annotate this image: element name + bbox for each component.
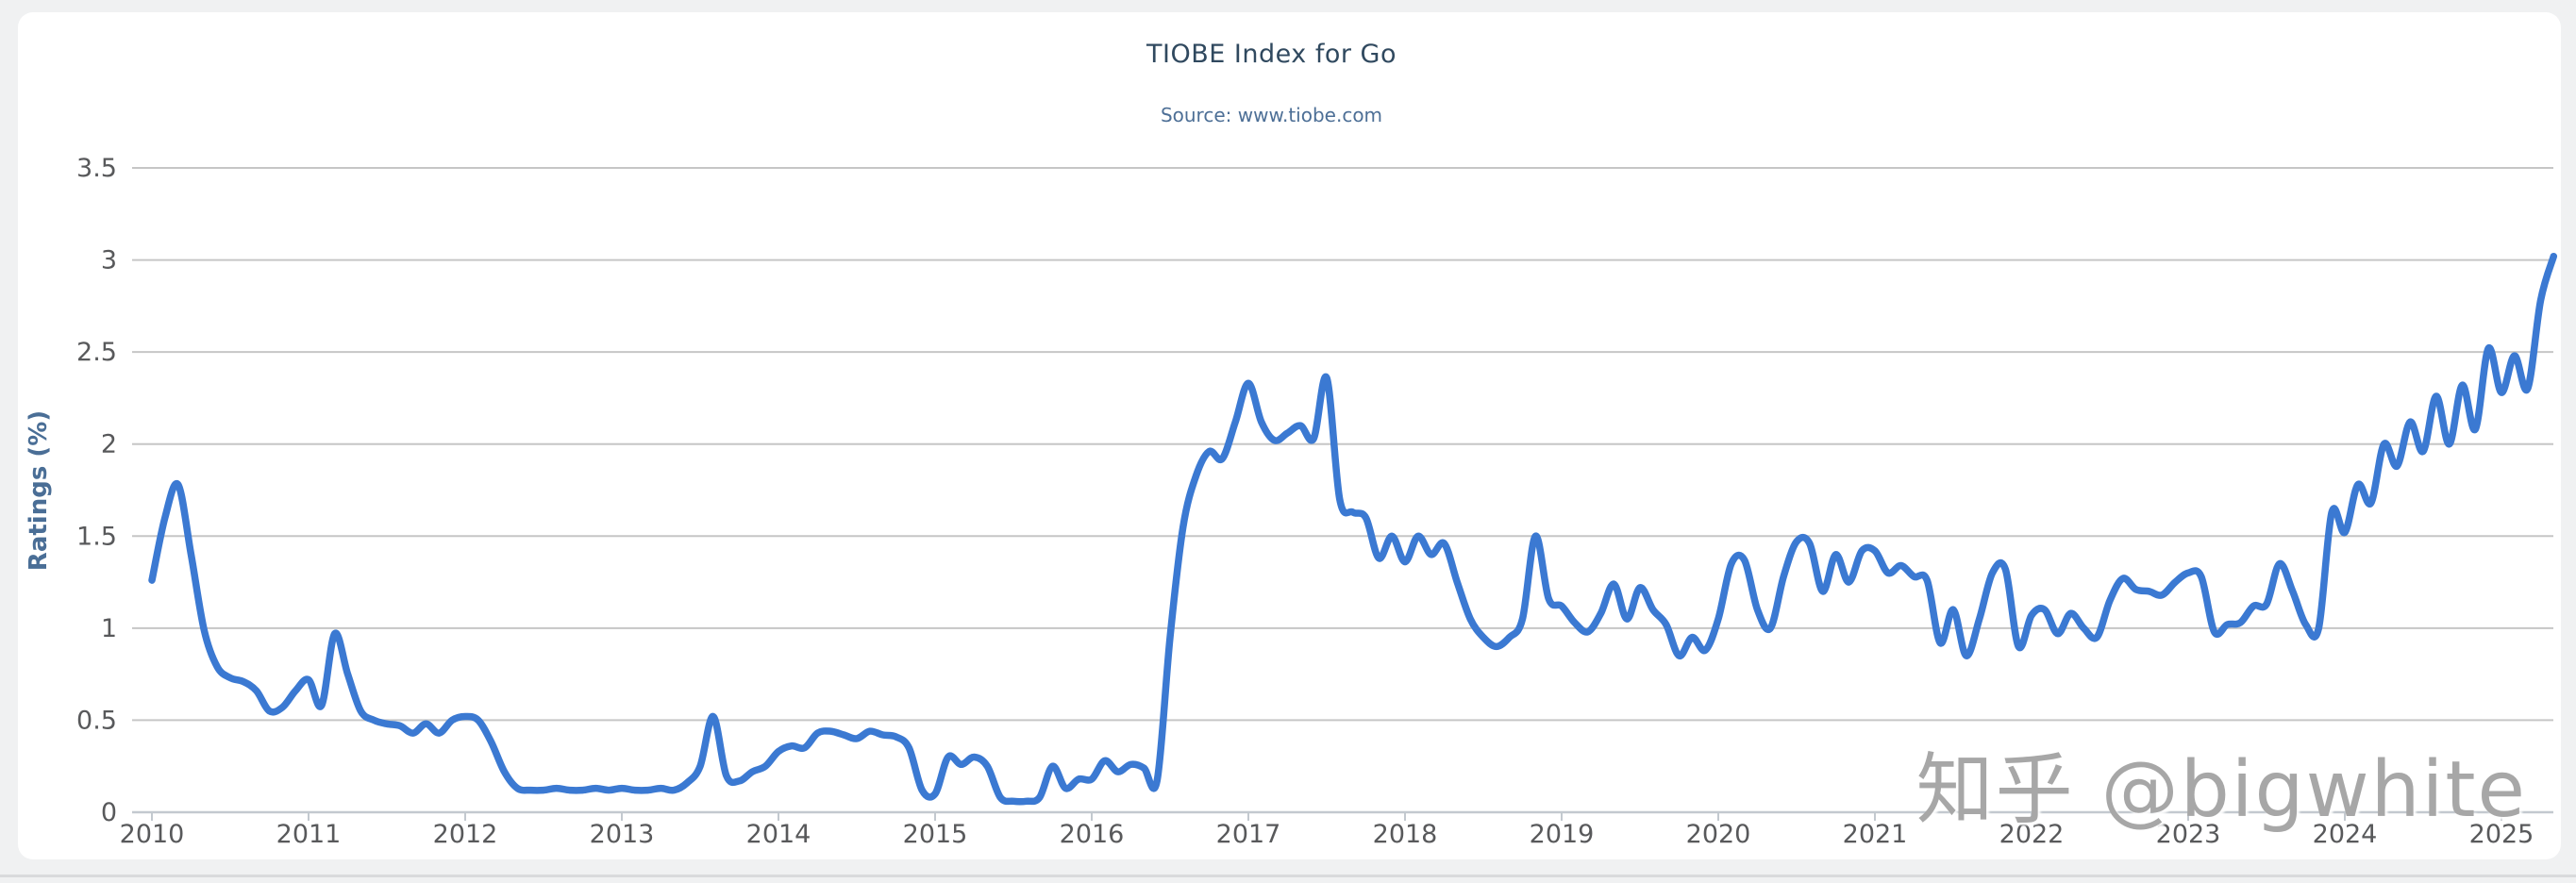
x-tick-label: 2020 <box>1686 820 1751 849</box>
x-tick-label: 2019 <box>1530 820 1595 849</box>
y-tick-label: 1.5 <box>76 522 117 551</box>
x-tick-label: 2015 <box>903 820 968 849</box>
x-tick-label: 2014 <box>746 820 811 849</box>
x-axis: 2010 2011 2012 2013 2014 2015 2016 2017 2018 2019… <box>120 810 2553 849</box>
y-tick-label: 2 <box>101 430 117 459</box>
watermark: 知乎 @bigwhite <box>1915 745 2527 835</box>
chart-subtitle: Source: www.tiobe.com <box>1160 104 1383 126</box>
x-tick-label: 2010 <box>120 820 185 849</box>
x-tick-label: 2017 <box>1216 820 1281 849</box>
x-tick-label: 2022 <box>1999 820 2065 849</box>
y-tick-label: 0.5 <box>76 706 117 735</box>
x-tick-label: 2024 <box>2313 820 2378 849</box>
bottom-divider <box>0 875 2576 877</box>
x-tick-label: 2021 <box>1843 820 1908 849</box>
y-tick-label: 1 <box>101 614 117 643</box>
x-tick-label: 2013 <box>590 820 655 849</box>
x-tick-label: 2025 <box>2469 820 2534 849</box>
x-tick-label: 2023 <box>2156 820 2221 849</box>
x-tick-label: 2016 <box>1060 820 1125 849</box>
y-tick-label: 3 <box>101 246 117 275</box>
y-tick-label: 0 <box>101 798 117 827</box>
x-tick-label: 2011 <box>276 820 342 849</box>
series-group <box>148 252 2558 806</box>
series-line-go <box>148 252 2558 806</box>
gridlines <box>132 167 2553 722</box>
x-tick-label: 2012 <box>433 820 498 849</box>
y-tick-label: 2.5 <box>76 338 117 367</box>
y-tick-label: 3.5 <box>76 154 117 183</box>
x-tick-label: 2018 <box>1373 820 1438 849</box>
chart-title: TIOBE Index for Go <box>1146 40 1397 69</box>
y-axis-tick-labels: 0 0.5 1 1.5 2 2.5 3 3.5 <box>76 154 117 827</box>
